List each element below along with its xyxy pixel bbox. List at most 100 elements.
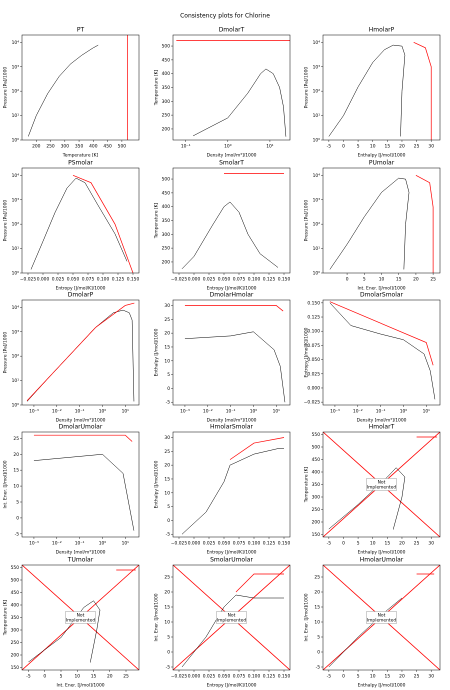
x-axis-label: Entropy [J/mol/K]/1000 <box>56 286 106 292</box>
y-tick-label: 0.000 <box>307 385 320 391</box>
x-tick-label: 0.000 <box>37 277 50 283</box>
x-tick-label: 0.050 <box>67 277 80 283</box>
x-tick-label: 25 <box>123 674 129 680</box>
y-tick-label: 500 <box>312 445 321 451</box>
x-tick-label: 0.075 <box>233 674 246 680</box>
x-tick-label: 15 <box>385 541 391 547</box>
y-tick-label: 250 <box>162 113 171 119</box>
annotation: Not <box>77 613 85 619</box>
annotation: Implemented <box>367 618 396 624</box>
series-line <box>184 331 286 403</box>
plot-area <box>28 35 128 140</box>
x-tick-label: 0.100 <box>248 541 261 547</box>
axes-frame <box>172 34 291 141</box>
x-axis-label: Temperature [K] <box>62 153 99 159</box>
series-line <box>181 448 284 535</box>
y-tick-label: 10⁰ <box>12 138 20 144</box>
y-tick-label: 400 <box>162 71 171 77</box>
annotation: Implemented <box>217 618 246 624</box>
y-tick-label: 400 <box>11 603 20 609</box>
x-tick-label: 15 <box>385 144 391 150</box>
y-axis-label: Int. Ener. [J/mol]/1000 <box>304 593 310 641</box>
series-line <box>181 594 284 668</box>
annotation: Not <box>378 480 386 486</box>
y-tick-label: 350 <box>312 482 321 488</box>
y-tick-label: 10⁴ <box>313 40 321 46</box>
plot-area <box>26 302 135 402</box>
x-tick-label: 0.150 <box>278 277 291 283</box>
y-tick-label: 0.100 <box>307 329 320 335</box>
y-tick-label: 150 <box>11 665 20 671</box>
y-tick-label: 300 <box>312 495 321 501</box>
x-tick-label: 0.125 <box>263 277 276 283</box>
subplot-title: DmolarT <box>219 27 245 34</box>
x-tick-label: 5 <box>60 674 63 680</box>
x-tick-label: 0.100 <box>248 277 261 283</box>
x-tick-label: 0.075 <box>82 277 95 283</box>
y-axis-label: Pressure [Pa]/1000 <box>3 200 9 242</box>
y-tick-label: 10² <box>313 222 321 228</box>
x-tick-label: 10⁻¹ <box>376 409 386 415</box>
x-tick-label: 20 <box>399 674 405 680</box>
x-tick-label: 10⁻³ <box>330 409 340 415</box>
x-tick-label: 10¹ <box>423 409 431 415</box>
series-line <box>181 201 279 270</box>
y-tick-label: 450 <box>162 57 171 63</box>
x-tick-label: 30 <box>428 144 434 150</box>
y-tick-label: 25 <box>164 317 170 323</box>
x-tick-label: 10 <box>370 541 376 547</box>
annotation: Implemented <box>367 485 396 491</box>
y-tick-label: 20 <box>164 590 170 596</box>
figure-title: Consistency plots for Chlorine <box>180 13 270 20</box>
plot-area <box>329 175 434 273</box>
y-tick-label: 200 <box>312 520 321 526</box>
y-axis-label: Temperature [K] <box>3 599 9 636</box>
y-tick-label: 15 <box>13 468 19 474</box>
subplot-title: PT <box>77 27 85 34</box>
x-tick-label: 0.125 <box>112 277 125 283</box>
y-tick-label: 10³ <box>12 329 20 335</box>
x-axis-label: Density [mol/m³]/1000 <box>56 418 106 424</box>
x-tick-label: 25 <box>414 674 420 680</box>
series-line <box>26 302 135 401</box>
x-tick-label: 25 <box>430 277 436 283</box>
x-axis-label: Density [mol/m³]/1000 <box>207 418 257 424</box>
y-tick-label: 5 <box>167 372 170 378</box>
x-tick-label: 10⁻³ <box>180 409 190 415</box>
series-line <box>229 437 285 460</box>
x-tick-label: 30 <box>428 674 434 680</box>
x-tick-label: 0.100 <box>248 674 261 680</box>
y-tick-label: 10¹ <box>12 246 20 252</box>
y-tick-label: 550 <box>11 565 20 571</box>
plot-area <box>328 42 432 140</box>
x-tick-label: 10¹ <box>122 541 130 547</box>
annotation-box <box>366 478 397 491</box>
series-line <box>329 302 436 400</box>
y-tick-label: -5 <box>166 532 171 538</box>
x-tick-label: 10¹ <box>122 409 130 415</box>
y-tick-label: 15 <box>164 605 170 611</box>
y-axis-label: Temperature [K] <box>154 69 160 106</box>
x-tick-label: 15 <box>385 674 391 680</box>
y-tick-label: 10¹ <box>313 113 321 119</box>
series-line <box>328 44 406 137</box>
axes-frame <box>172 299 291 406</box>
y-tick-label: 25 <box>164 449 170 455</box>
subplot-title: HmolarT <box>369 424 395 431</box>
x-tick-label: 20 <box>399 144 405 150</box>
x-tick-label: −0.025 <box>171 541 187 547</box>
x-tick-label: 10 <box>370 144 376 150</box>
y-tick-label: 400 <box>312 470 321 476</box>
y-tick-label: 10⁰ <box>313 271 321 277</box>
subplot-title: HmolarSmolar <box>210 424 254 431</box>
x-tick-label: 5 <box>357 541 360 547</box>
y-tick-label: 200 <box>162 259 171 265</box>
y-tick-label: -5 <box>15 531 20 537</box>
x-tick-label: 25 <box>414 541 420 547</box>
x-tick-label: −0.025 <box>20 277 36 283</box>
x-tick-label: 5 <box>363 277 366 283</box>
annotation: Not <box>228 613 236 619</box>
x-tick-label: 10 <box>74 674 80 680</box>
y-tick-label: 500 <box>162 177 171 183</box>
